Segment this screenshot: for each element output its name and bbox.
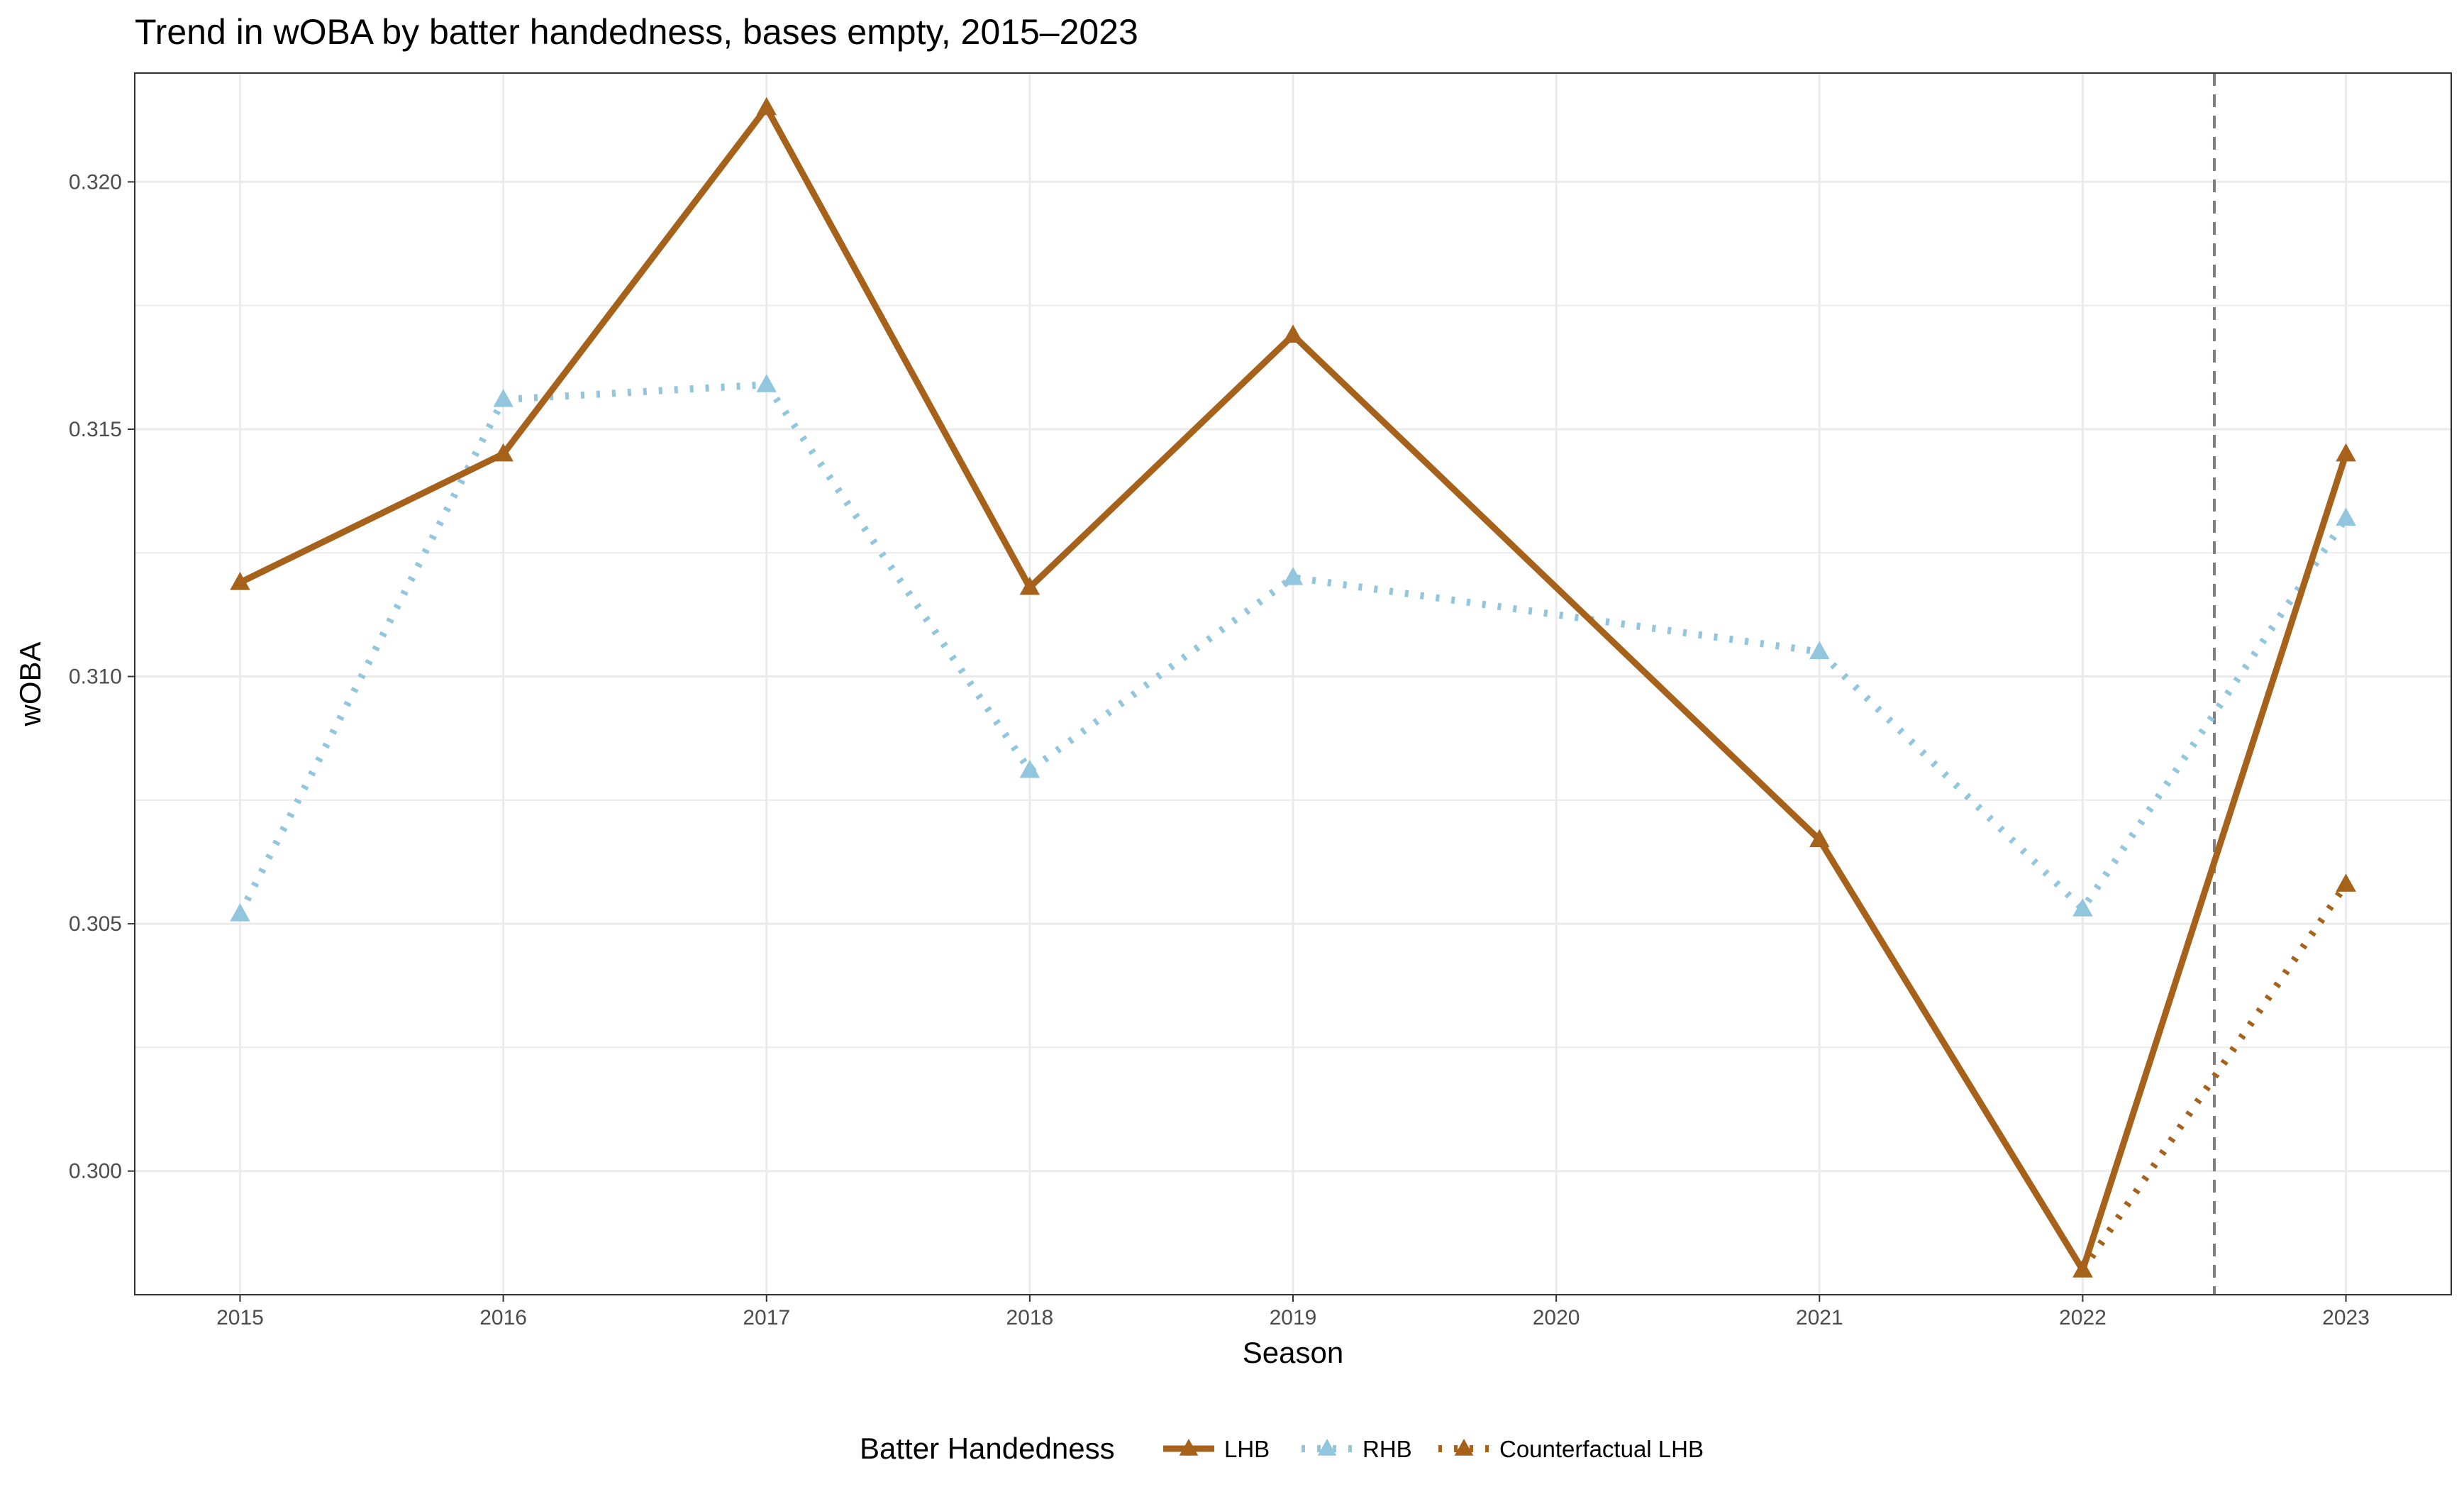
legend-item-counterfactual-lhb: Counterfactual LHB	[1438, 1436, 1704, 1462]
x-tick-label: 2022	[2059, 1306, 2107, 1329]
data-point-rhb	[2336, 507, 2356, 526]
chart-title: Trend in wOBA by batter handedness, base…	[135, 12, 1138, 52]
legend-label: Counterfactual LHB	[1499, 1436, 1704, 1462]
legend-item-rhb: RHB	[1302, 1436, 1412, 1462]
x-tick-label: 2015	[216, 1306, 264, 1329]
legend-key-marker	[1317, 1439, 1337, 1456]
legend-label: LHB	[1224, 1436, 1270, 1462]
x-tick-label: 2023	[2322, 1306, 2370, 1329]
data-point-lhb	[230, 572, 250, 590]
y-axis-title: wOBA	[13, 641, 47, 726]
data-point-lhb	[1282, 324, 1304, 343]
y-tick-label: 0.300	[69, 1160, 122, 1183]
y-tick-label: 0.305	[69, 912, 122, 936]
series-line-lhb	[236, 104, 2350, 1273]
y-tick-label: 0.320	[69, 170, 122, 194]
legend-label: RHB	[1363, 1436, 1412, 1462]
data-point-lhb	[2336, 443, 2356, 462]
y-axis: 0.300 0.305 0.310 0.315 0.320	[69, 170, 135, 1183]
data-point-rhb	[1809, 641, 1830, 660]
data-point-counterfactual-lhb	[2336, 873, 2356, 892]
data-point-lhb	[2072, 1259, 2093, 1278]
data-point-rhb	[756, 374, 777, 392]
x-tick-label: 2020	[1533, 1306, 1580, 1329]
x-axis-title: Season	[1243, 1336, 1343, 1369]
data-point-rhb	[230, 903, 250, 922]
y-tick-label: 0.310	[69, 665, 122, 689]
legend-key-marker	[1179, 1439, 1199, 1456]
legend-key-marker	[1454, 1439, 1474, 1456]
x-tick-label: 2016	[479, 1306, 527, 1329]
x-tick-label: 2021	[1796, 1306, 1843, 1329]
series-layer	[230, 96, 2356, 1278]
data-point-lhb	[493, 443, 514, 462]
series-rhb	[230, 374, 2356, 922]
x-tick-label: 2019	[1270, 1306, 1317, 1329]
x-tick-label: 2017	[743, 1306, 790, 1329]
data-point-lhb	[1809, 829, 1830, 848]
data-point-rhb	[1019, 760, 1040, 778]
data-point-rhb	[2072, 898, 2093, 917]
data-point-lhb	[1019, 577, 1040, 595]
data-point-rhb	[1282, 567, 1304, 585]
legend-title: Batter Handedness	[860, 1432, 1115, 1465]
x-tick-label: 2018	[1006, 1306, 1053, 1329]
x-axis: 2015 2016 2017 2018 2019 2020 2021 2022 2023	[216, 1295, 2370, 1329]
y-tick-label: 0.315	[69, 418, 122, 441]
legend: Batter Handedness LHB RHB Counterfactual L…	[860, 1432, 1704, 1465]
series-lhb	[230, 96, 2356, 1278]
data-point-lhb	[756, 96, 777, 116]
data-point-rhb	[493, 389, 514, 407]
legend-item-lhb: LHB	[1163, 1436, 1270, 1462]
